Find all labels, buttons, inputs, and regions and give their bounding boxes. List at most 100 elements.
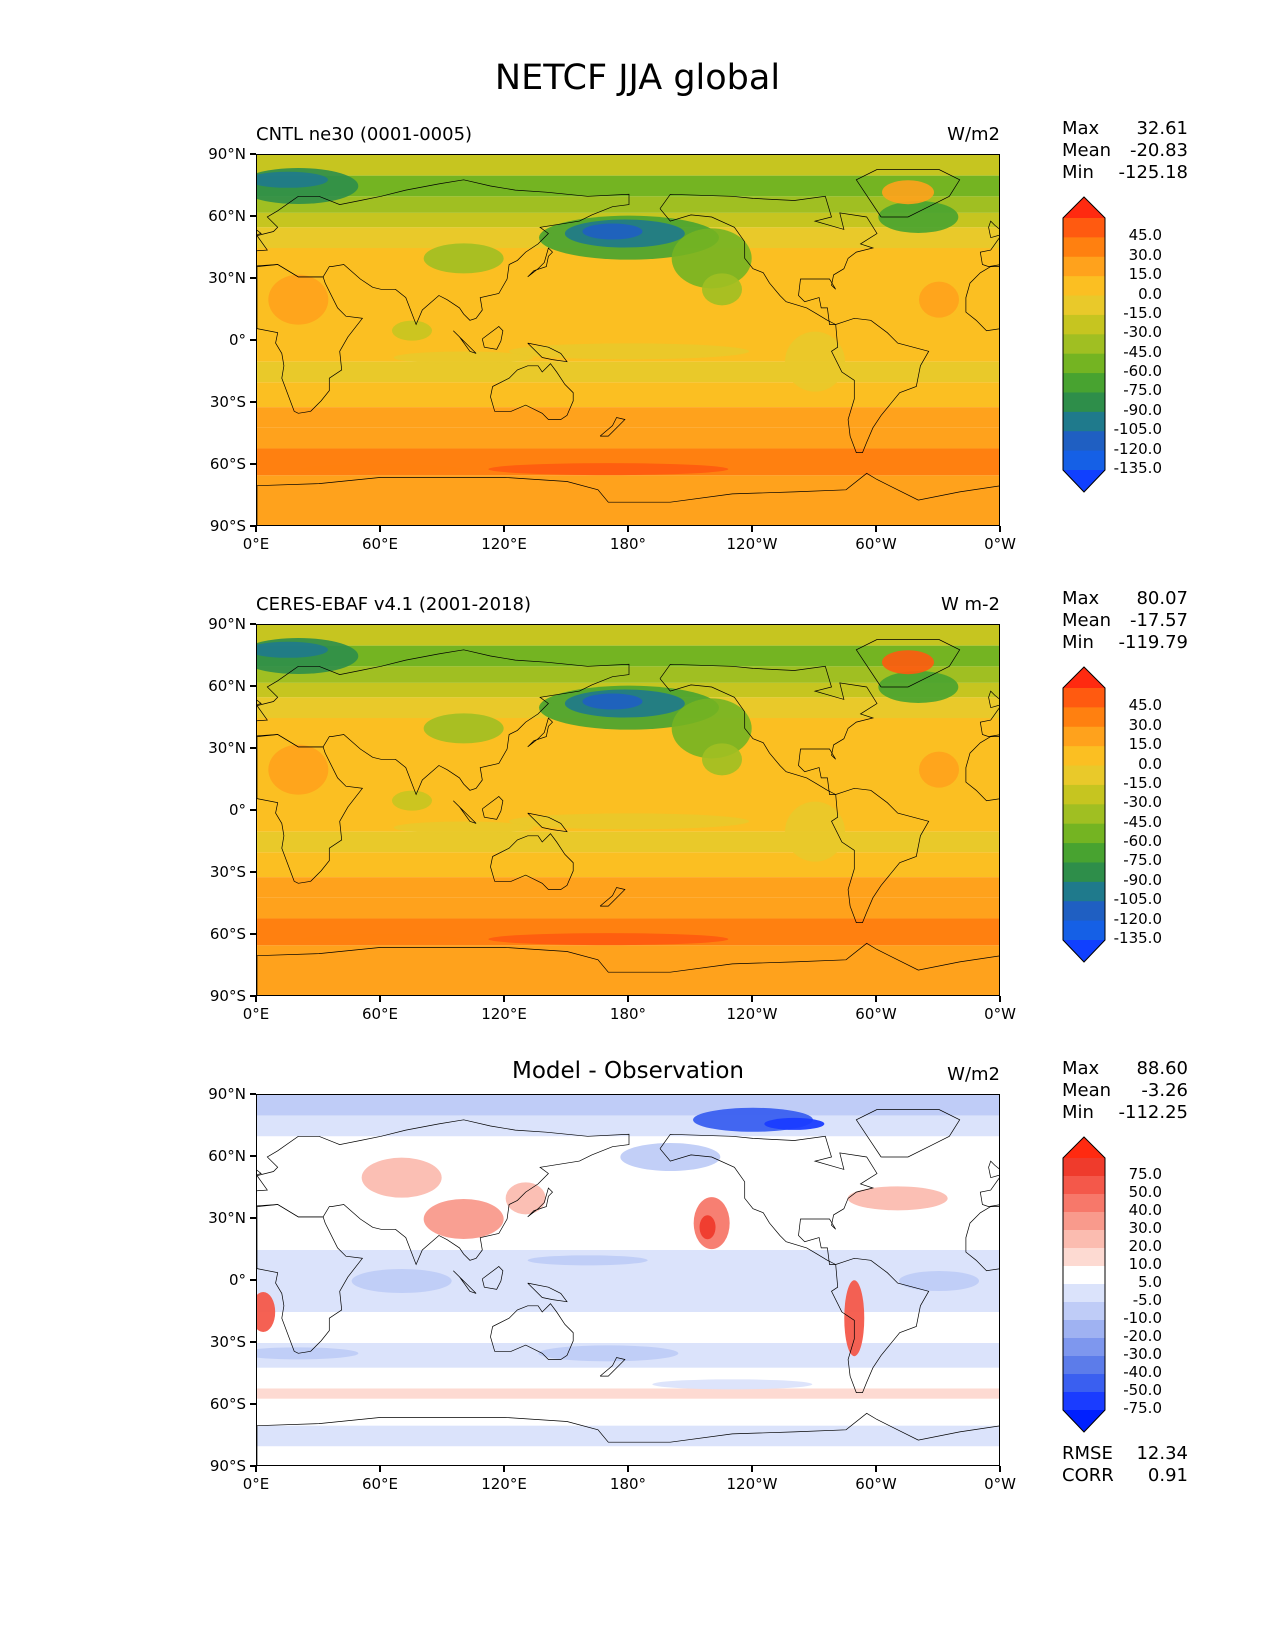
x-tick-mark <box>999 1466 1001 1472</box>
colorbar-swatch <box>1063 843 1105 863</box>
x-tick-label: 60°W <box>855 1475 897 1493</box>
colorbar-outline <box>1062 196 1106 493</box>
stat-min-label: Min <box>1062 162 1094 183</box>
y-tick-mark <box>250 685 256 687</box>
stat-min-value: -125.18 <box>1118 162 1188 183</box>
stat-max-value: 80.07 <box>1136 588 1188 609</box>
y-tick-label: 60°S <box>209 925 246 943</box>
coastline-0-13 <box>599 417 626 437</box>
colorbar-swatch <box>1063 295 1105 316</box>
colorbar-swatch <box>1063 784 1105 805</box>
stat-mean-label: Mean <box>1062 1080 1112 1101</box>
stat-min-label: Min <box>1062 1102 1094 1123</box>
colorbar-label: -30.0 <box>1123 793 1162 812</box>
x-tick-mark <box>379 1466 381 1472</box>
blob-2-12 <box>538 1345 679 1362</box>
x-tick-label: 0°W <box>984 1005 1016 1023</box>
band-2-12 <box>257 1425 999 1447</box>
colorbar-label: 15.0 <box>1128 735 1162 754</box>
colorbar-swatch <box>1063 901 1105 922</box>
x-tick-label: 180° <box>609 1005 647 1023</box>
colorbar-swatch <box>1063 1212 1105 1231</box>
colorbar-extend-max <box>1063 197 1105 218</box>
band-0-11 <box>257 427 999 449</box>
blob-1-2 <box>582 693 643 710</box>
coastline-0-4 <box>490 363 574 420</box>
coastline-0-6 <box>659 193 878 325</box>
band-1-9 <box>257 852 999 878</box>
blob-0-13 <box>785 331 845 392</box>
colorbar-label: 0.0 <box>1138 284 1162 303</box>
y-tick-mark <box>250 871 256 873</box>
x-tick-label: 0°E <box>242 1475 270 1493</box>
stat-min-value: -112.25 <box>1118 1102 1188 1123</box>
blob-2-3 <box>699 1215 716 1240</box>
colorbar-label: 10.0 <box>1128 1255 1162 1273</box>
x-tick-label: 120°E <box>481 535 527 553</box>
colorbar-label: -5.0 <box>1132 1291 1162 1309</box>
y-tick-mark <box>250 153 256 155</box>
blob-2-5 <box>257 1292 276 1332</box>
y-tick-label: 30°N <box>208 269 246 287</box>
colorbar-swatch <box>1063 411 1105 432</box>
corr-value: 0.91 <box>1147 1465 1188 1486</box>
band-1-8 <box>257 831 999 853</box>
x-tick-label: 60°E <box>361 1005 399 1023</box>
x-tick-label: 120°W <box>726 535 778 553</box>
coastline-0-12 <box>527 342 568 363</box>
colorbar-label: -90.0 <box>1123 870 1162 889</box>
blob-0-6 <box>257 171 328 188</box>
coastline-1-15 <box>988 690 999 709</box>
y-tick-label: 0° <box>228 331 246 349</box>
y-tick-mark <box>250 525 256 527</box>
y-tick-mark <box>250 463 256 465</box>
x-tick-mark <box>255 996 257 1002</box>
blob-2-16 <box>652 1379 813 1390</box>
coastline-1-11 <box>481 796 504 820</box>
colorbar-swatch <box>1063 218 1105 238</box>
colorbar-swatch <box>1063 707 1105 728</box>
coastline-0-9 <box>527 247 553 278</box>
band-1-10 <box>257 877 999 898</box>
panel-3-title: Model - Observation <box>511 1058 745 1084</box>
x-tick-label: 60°W <box>855 535 897 553</box>
colorbar-label: 45.0 <box>1128 226 1162 245</box>
colorbar-label: 30.0 <box>1128 245 1162 264</box>
band-0-10 <box>257 407 999 428</box>
colorbar-swatch <box>1063 1230 1105 1249</box>
blob-2-7 <box>361 1157 442 1198</box>
blob-0-11 <box>393 351 534 364</box>
colorbar-label: 50.0 <box>1128 1183 1162 1201</box>
colorbar-swatch <box>1063 1176 1105 1195</box>
colorbar-extend-min <box>1063 470 1105 492</box>
x-tick-mark <box>255 526 257 532</box>
coastline-1-13 <box>599 887 626 907</box>
y-tick-mark <box>250 1217 256 1219</box>
x-tick-label: 120°E <box>481 1005 527 1023</box>
rmse-value: 12.34 <box>1136 1443 1188 1464</box>
colorbar-swatch <box>1063 353 1105 374</box>
coastline-1-7 <box>855 639 961 688</box>
x-tick-mark <box>379 996 381 1002</box>
y-tick-label: 30°N <box>208 1209 246 1227</box>
colorbar-label: -40.0 <box>1123 1363 1162 1381</box>
coastline-1-6 <box>659 663 878 795</box>
y-tick-label: 30°S <box>209 393 246 411</box>
colorbar-swatch <box>1063 804 1105 825</box>
coastline-2-15 <box>988 1160 999 1179</box>
band-2-11 <box>257 1398 999 1426</box>
band-1-1 <box>257 645 999 667</box>
band-1-14 <box>257 966 999 995</box>
x-tick-label: 120°E <box>481 1475 527 1493</box>
x-tick-mark <box>875 996 877 1002</box>
coastline-1-3 <box>965 736 999 802</box>
colorbar-extend-max <box>1063 1137 1105 1158</box>
colorbar-outline <box>1062 666 1106 963</box>
x-tick-mark <box>751 526 753 532</box>
blob-0-8 <box>882 180 934 205</box>
y-tick-mark <box>250 933 256 935</box>
x-tick-mark <box>875 526 877 532</box>
panel-3-map <box>256 1094 1000 1466</box>
coastline-0-15 <box>988 220 999 239</box>
colorbar-swatch <box>1063 1248 1105 1267</box>
